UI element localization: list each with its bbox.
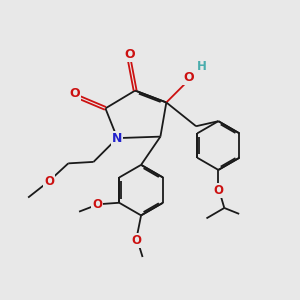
Text: O: O xyxy=(44,175,54,188)
Text: O: O xyxy=(132,234,142,247)
Text: N: N xyxy=(112,132,122,145)
Text: H: H xyxy=(197,60,207,73)
Text: O: O xyxy=(124,48,134,62)
Text: O: O xyxy=(183,71,194,84)
Text: O: O xyxy=(213,184,224,197)
Text: O: O xyxy=(69,87,80,100)
Text: O: O xyxy=(92,198,102,211)
